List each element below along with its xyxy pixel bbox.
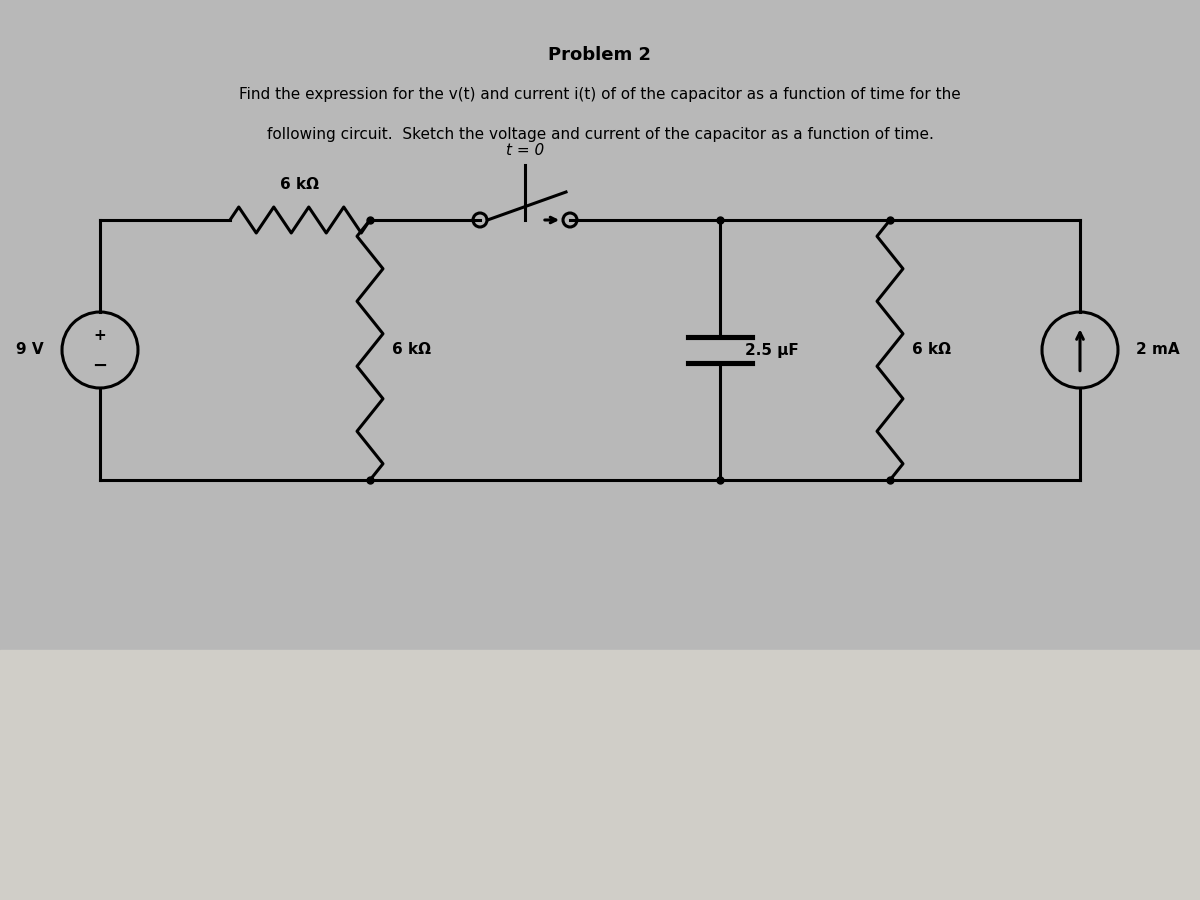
- Text: +: +: [94, 328, 107, 343]
- Text: 6 kΩ: 6 kΩ: [392, 343, 431, 357]
- Bar: [0, 650, 1200, 900]
- Text: 2 mA: 2 mA: [1136, 343, 1180, 357]
- Text: following circuit.  Sketch the voltage and current of the capacitor as a functio: following circuit. Sketch the voltage an…: [266, 128, 934, 142]
- Text: 9 V: 9 V: [17, 343, 44, 357]
- Text: Problem 2: Problem 2: [548, 46, 652, 64]
- Text: t = 0: t = 0: [506, 143, 544, 158]
- Text: 6 kΩ: 6 kΩ: [912, 343, 952, 357]
- Text: −: −: [92, 357, 108, 375]
- Text: 2.5 μF: 2.5 μF: [745, 343, 799, 357]
- Text: 6 kΩ: 6 kΩ: [281, 177, 319, 192]
- Text: Find the expression for the v(t) and current i(t) of of the capacitor as a funct: Find the expression for the v(t) and cur…: [239, 87, 961, 103]
